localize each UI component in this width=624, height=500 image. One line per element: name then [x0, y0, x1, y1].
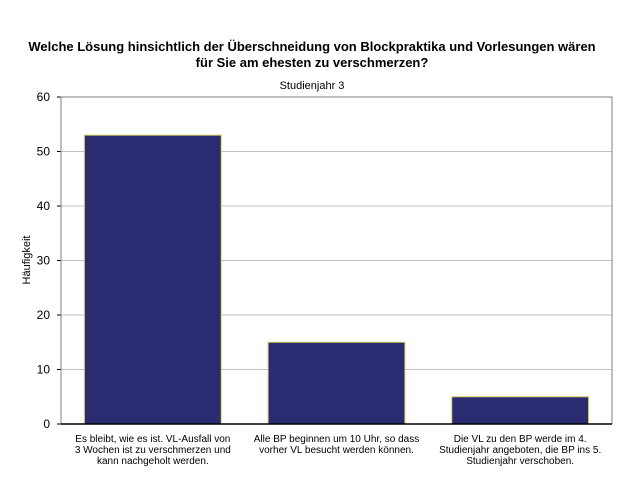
- y-tick-label: 30: [37, 254, 51, 268]
- bar-1: [83, 134, 222, 425]
- category-label: Es bleibt, wie es ist. VL-Ausfall von: [75, 434, 230, 445]
- category-label: 3 Wochen ist zu verschmerzen und: [75, 445, 231, 456]
- category-label: Alle BP beginnen um 10 Uhr, so dass: [254, 434, 419, 445]
- category-label: Studienjahr angeboten, die BP ins 5.: [439, 445, 601, 456]
- category-label: kann nachgeholt werden.: [97, 456, 209, 467]
- category-label: vorher VL besucht werden können.: [259, 445, 414, 456]
- y-tick-label: 0: [43, 417, 50, 431]
- y-tick-label: 10: [37, 363, 51, 377]
- category-label: Studienjahr verschoben.: [466, 456, 574, 467]
- y-tick-label: 40: [37, 199, 51, 213]
- y-axis-label: Häufigkeit: [21, 236, 33, 285]
- chart-title-line-2: für Sie am ehesten zu verschmerzen?: [196, 55, 429, 70]
- category-label: Die VL zu den BP werde im 4.: [454, 434, 587, 445]
- chart-title-line-1: Welche Lösung hinsichtlich der Überschne…: [28, 39, 595, 54]
- plot-frame: [60, 96, 613, 424]
- bar-2: [267, 341, 406, 425]
- y-tick-label: 60: [37, 90, 51, 104]
- chart-subtitle: Studienjahr 3: [280, 80, 345, 92]
- plot-area: 0 10 20 30 40 50 60 Es bleibt, wie es ist. VL-A…: [37, 90, 613, 467]
- y-tick-label: 20: [37, 308, 51, 322]
- bar-3: [451, 396, 590, 425]
- y-tick-label: 50: [37, 145, 51, 159]
